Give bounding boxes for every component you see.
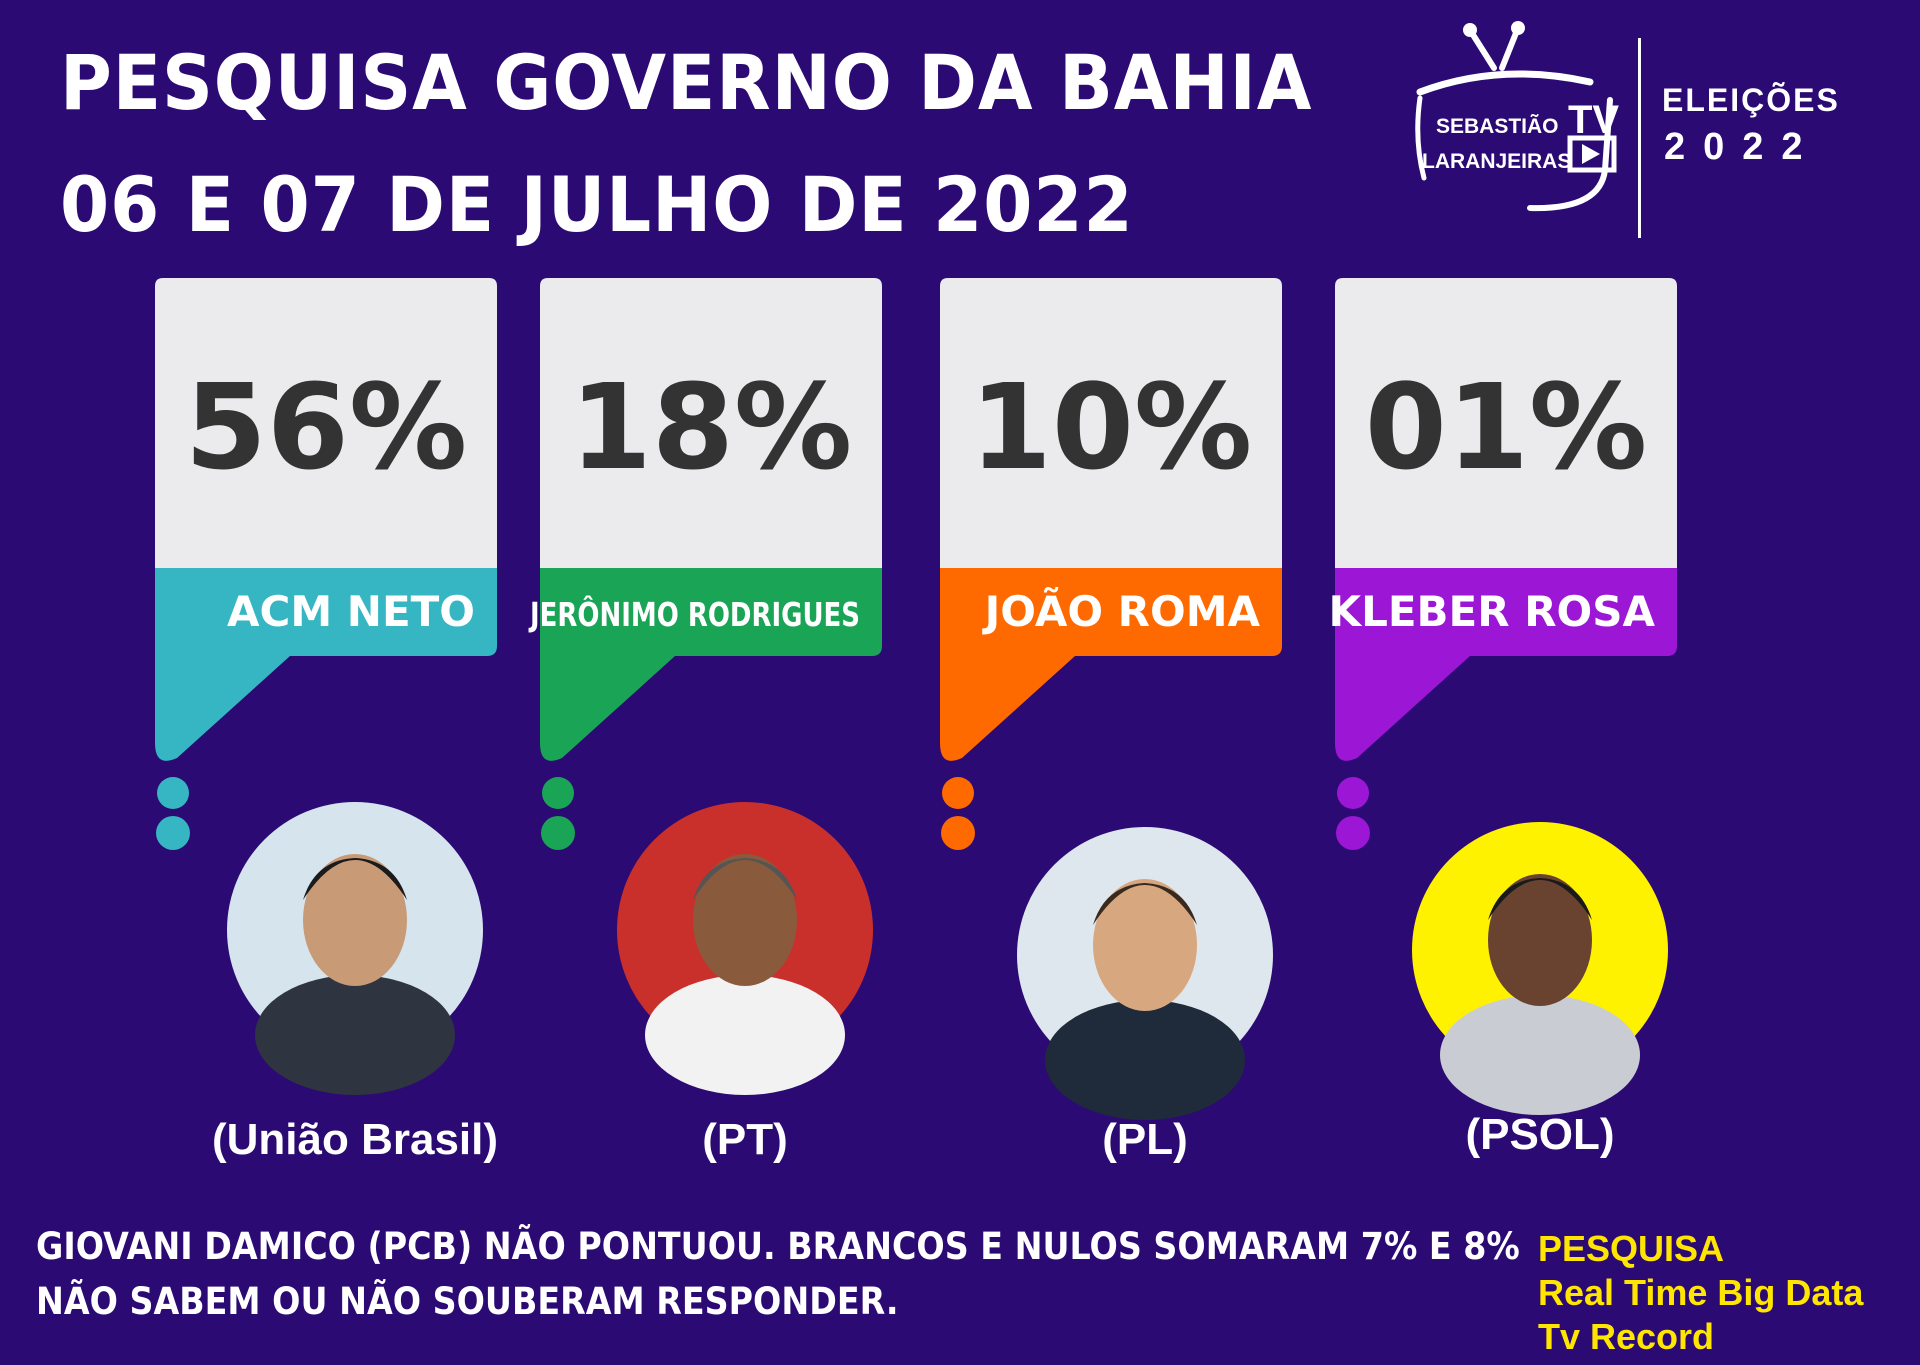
candidate-face xyxy=(1488,874,1592,1006)
value-card xyxy=(1335,278,1677,568)
value-card xyxy=(540,278,882,568)
bubble-dot xyxy=(1337,777,1369,809)
vote-percentage: 01% xyxy=(1365,358,1647,496)
tv-antenna-icon xyxy=(1415,21,1617,212)
vote-percentage: 56% xyxy=(185,358,467,496)
value-card xyxy=(155,278,497,568)
page-title: PESQUISA GOVERNO DA BAHIA xyxy=(60,38,1313,127)
candidate-band xyxy=(540,568,882,761)
bubble-dot xyxy=(1336,816,1370,850)
brand-divider xyxy=(1638,38,1641,238)
party-label: (PSOL) xyxy=(1465,1110,1615,1159)
candidate-face xyxy=(303,854,407,986)
candidate-torso xyxy=(1045,1000,1245,1120)
brand-name-line2: LARANJEIRAS xyxy=(1422,150,1572,173)
source-company: Real Time Big Data xyxy=(1538,1272,1864,1313)
candidate-hair xyxy=(303,858,407,900)
bubble-dot xyxy=(942,777,974,809)
vote-percentage: 10% xyxy=(970,358,1252,496)
page-subtitle-date: 06 E 07 DE JULHO DE 2022 xyxy=(60,160,1134,249)
election-year: 2022 xyxy=(1664,126,1821,168)
candidate-name: ACM NETO xyxy=(227,587,475,636)
candidate-band xyxy=(940,568,1282,761)
footnote-line2: NÃO SABEM OU NÃO SOUBERAM RESPONDER. xyxy=(36,1280,899,1323)
candidate-hair xyxy=(693,858,797,900)
party-label: (União Brasil) xyxy=(211,1115,499,1164)
brand-logo: SEBASTIÃO LARANJEIRAS TV ELEIÇÕES 2022 xyxy=(1410,20,1838,238)
candidate-face xyxy=(1093,879,1197,1011)
election-label: ELEIÇÕES xyxy=(1662,82,1840,118)
brand-name-line1: SEBASTIÃO xyxy=(1436,115,1559,138)
bubble-dot xyxy=(541,816,575,850)
candidate-hair xyxy=(1488,878,1592,920)
bubble-dot xyxy=(542,777,574,809)
candidate-band xyxy=(1335,568,1677,761)
candidate-name: JERÔNIMO RODRIGUES xyxy=(528,594,860,634)
candidate-name: KLEBER ROSA xyxy=(1329,587,1656,636)
candidate-band xyxy=(155,568,497,761)
candidate-torso xyxy=(1440,995,1640,1115)
source-label: PESQUISA xyxy=(1538,1228,1725,1269)
candidate-face xyxy=(693,854,797,986)
footnote-line1: GIOVANI DAMICO (PCB) NÃO PONTUOU. BRANCO… xyxy=(36,1225,1520,1268)
vote-percentage: 18% xyxy=(570,358,852,496)
candidate-torso xyxy=(255,975,455,1095)
party-label: (PL) xyxy=(1102,1115,1188,1164)
bubble-dot xyxy=(157,777,189,809)
bubble-dot xyxy=(941,816,975,850)
value-card xyxy=(940,278,1282,568)
candidate-torso xyxy=(645,975,845,1095)
bubble-dot xyxy=(156,816,190,850)
candidate-name: JOÃO ROMA xyxy=(982,586,1261,636)
source-broadcaster: Tv Record xyxy=(1538,1316,1715,1357)
party-label: (PT) xyxy=(702,1115,788,1164)
candidate-hair xyxy=(1093,883,1197,925)
poll-chart: 56% ACM NETO 18% JERÔNIMO RODRIGUES 10% JOÃO … xyxy=(155,278,1677,1120)
brand-tv-label: TV xyxy=(1568,98,1620,142)
